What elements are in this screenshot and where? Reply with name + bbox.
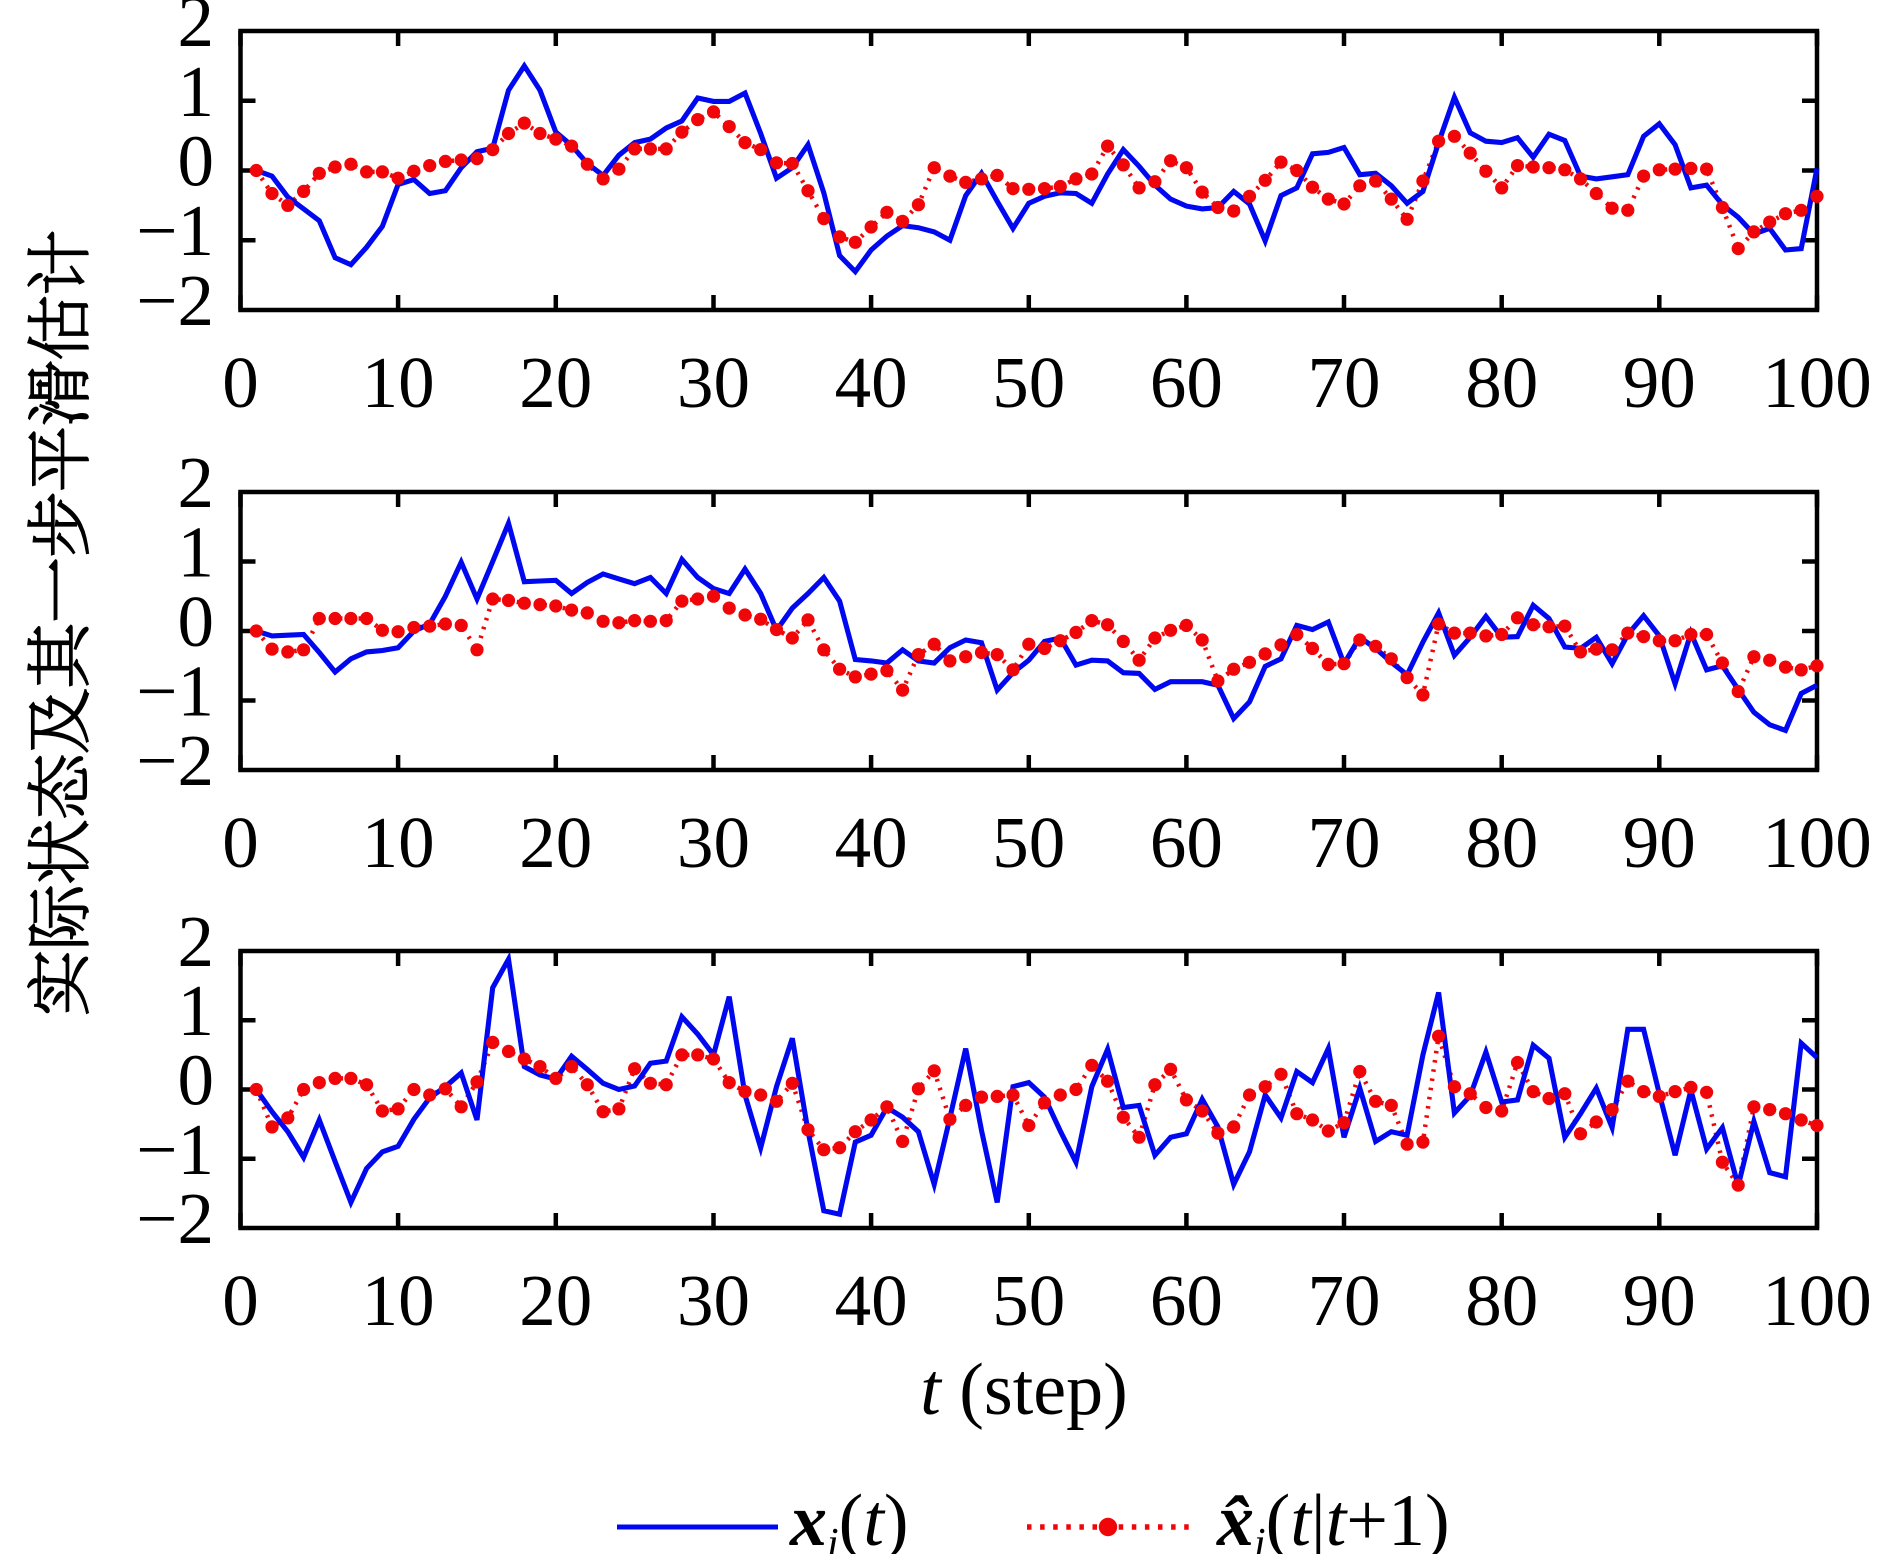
svg-text:−1: −1 — [136, 190, 214, 271]
svg-text:100: 100 — [1762, 1260, 1872, 1341]
svg-text:80: 80 — [1465, 1260, 1538, 1341]
svg-text:30: 30 — [677, 1260, 750, 1341]
svg-text:1: 1 — [178, 512, 215, 593]
svg-text:10: 10 — [362, 1260, 435, 1341]
svg-text:−1: −1 — [136, 651, 214, 732]
svg-text:50: 50 — [992, 342, 1065, 423]
svg-text:90: 90 — [1623, 802, 1696, 883]
svg-text:20: 20 — [519, 1260, 592, 1341]
svg-text:2: 2 — [178, 442, 215, 523]
svg-text:−2: −2 — [136, 260, 214, 341]
svg-text:30: 30 — [677, 802, 750, 883]
svg-text:2: 2 — [178, 901, 215, 982]
svg-text:1: 1 — [178, 51, 215, 132]
svg-text:60: 60 — [1150, 342, 1223, 423]
svg-text:90: 90 — [1623, 342, 1696, 423]
svg-text:50: 50 — [992, 802, 1065, 883]
svg-text:100: 100 — [1762, 342, 1872, 423]
svg-text:−2: −2 — [136, 720, 214, 801]
svg-text:0: 0 — [178, 121, 215, 202]
svg-text:1: 1 — [178, 970, 215, 1051]
svg-text:40: 40 — [835, 342, 908, 423]
svg-text:2: 2 — [178, 0, 215, 62]
svg-text:20: 20 — [519, 802, 592, 883]
svg-text:80: 80 — [1465, 342, 1538, 423]
svg-text:100: 100 — [1762, 802, 1872, 883]
svg-text:−2: −2 — [136, 1178, 214, 1259]
svg-text:80: 80 — [1465, 802, 1538, 883]
svg-text:40: 40 — [835, 1260, 908, 1341]
svg-text:60: 60 — [1150, 1260, 1223, 1341]
svg-text:0: 0 — [178, 1040, 215, 1121]
svg-text:10: 10 — [362, 802, 435, 883]
svg-text:10: 10 — [362, 342, 435, 423]
svg-text:70: 70 — [1308, 802, 1381, 883]
svg-text:20: 20 — [519, 342, 592, 423]
svg-text:40: 40 — [835, 802, 908, 883]
svg-text:x̂i(t|t+1): x̂i(t|t+1) — [1216, 1480, 1450, 1554]
svg-text:70: 70 — [1308, 1260, 1381, 1341]
svg-text:30: 30 — [677, 342, 750, 423]
svg-text:0: 0 — [222, 802, 259, 883]
svg-text:−1: −1 — [136, 1109, 214, 1190]
svg-text:70: 70 — [1308, 342, 1381, 423]
svg-text:0: 0 — [178, 581, 215, 662]
svg-text:t (step): t (step) — [920, 1349, 1128, 1431]
svg-text:0: 0 — [222, 1260, 259, 1341]
svg-text:0: 0 — [222, 342, 259, 423]
svg-text:60: 60 — [1150, 802, 1223, 883]
svg-text:90: 90 — [1623, 1260, 1696, 1341]
svg-text:xi(t): xi(t) — [789, 1480, 909, 1554]
svg-text:50: 50 — [992, 1260, 1065, 1341]
